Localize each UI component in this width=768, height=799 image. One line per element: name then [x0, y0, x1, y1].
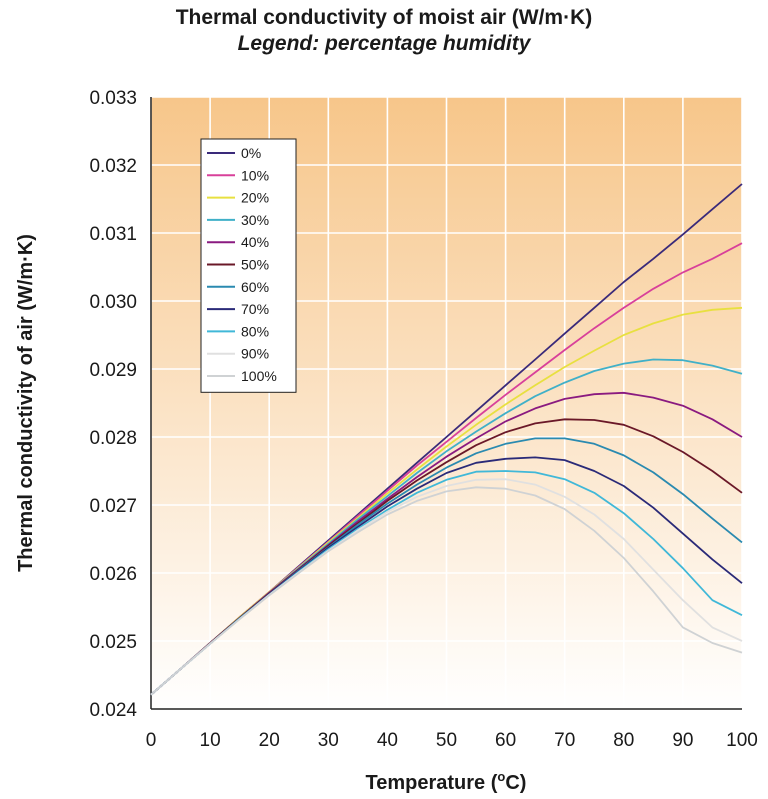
legend-label: 40% — [241, 234, 269, 250]
x-tick-label: 60 — [495, 730, 516, 751]
x-tick-label: 80 — [613, 730, 634, 751]
y-tick-label: 0.028 — [89, 428, 137, 449]
legend-label: 60% — [241, 279, 269, 295]
y-tick-label: 0.025 — [89, 632, 137, 653]
legend-label: 50% — [241, 257, 269, 273]
y-tick-label: 0.027 — [89, 496, 137, 517]
axes — [150, 97, 742, 710]
x-tick-label: 30 — [318, 730, 339, 751]
legend-box — [200, 138, 297, 393]
legend-label: 0% — [241, 145, 261, 161]
y-tick-label: 0.031 — [89, 224, 137, 245]
y-tick-label: 0.026 — [89, 564, 137, 585]
legend-label: 10% — [241, 167, 269, 183]
x-tick-label: 100 — [726, 730, 758, 751]
x-tick-label: 90 — [672, 730, 693, 751]
chart-title: Thermal conductivity of moist air (W/m·K… — [175, 6, 593, 29]
y-axis-label: Thermal conductivity of air (W/m·K) — [15, 234, 37, 572]
legend-label: 70% — [241, 301, 269, 317]
legend-label: 80% — [241, 323, 269, 339]
legend-label: 30% — [241, 212, 269, 228]
series-layer — [150, 183, 743, 696]
y-tick-label: 0.030 — [89, 292, 137, 313]
x-tick-label: 10 — [200, 730, 221, 751]
legend-label: 90% — [241, 346, 269, 362]
legend: 0% 10% 20% 30% 40% 50% 60% 70% 80% 90% 100% — [200, 138, 297, 393]
y-tick-label: 0.024 — [89, 700, 137, 721]
legend-label: 100% — [241, 368, 277, 384]
y-tick-label: 0.033 — [89, 88, 137, 109]
x-tick-label: 20 — [259, 730, 280, 751]
x-tick-label: 50 — [436, 730, 457, 751]
series-line-100pct — [150, 486, 743, 696]
y-tick-label: 0.029 — [89, 360, 137, 381]
tick-labels: 0 10 20 30 40 50 60 70 80 90 100 0.024 0.025 0.026 0.0… — [89, 88, 757, 751]
chart-subtitle: Legend: percentage humidity — [237, 32, 531, 55]
legend-label: 20% — [241, 190, 269, 206]
x-tick-label: 0 — [146, 730, 157, 751]
x-tick-label: 70 — [554, 730, 575, 751]
x-tick-label: 40 — [377, 730, 398, 751]
x-axis-label: Temperature (oC) — [366, 769, 527, 794]
y-tick-label: 0.032 — [89, 156, 137, 177]
